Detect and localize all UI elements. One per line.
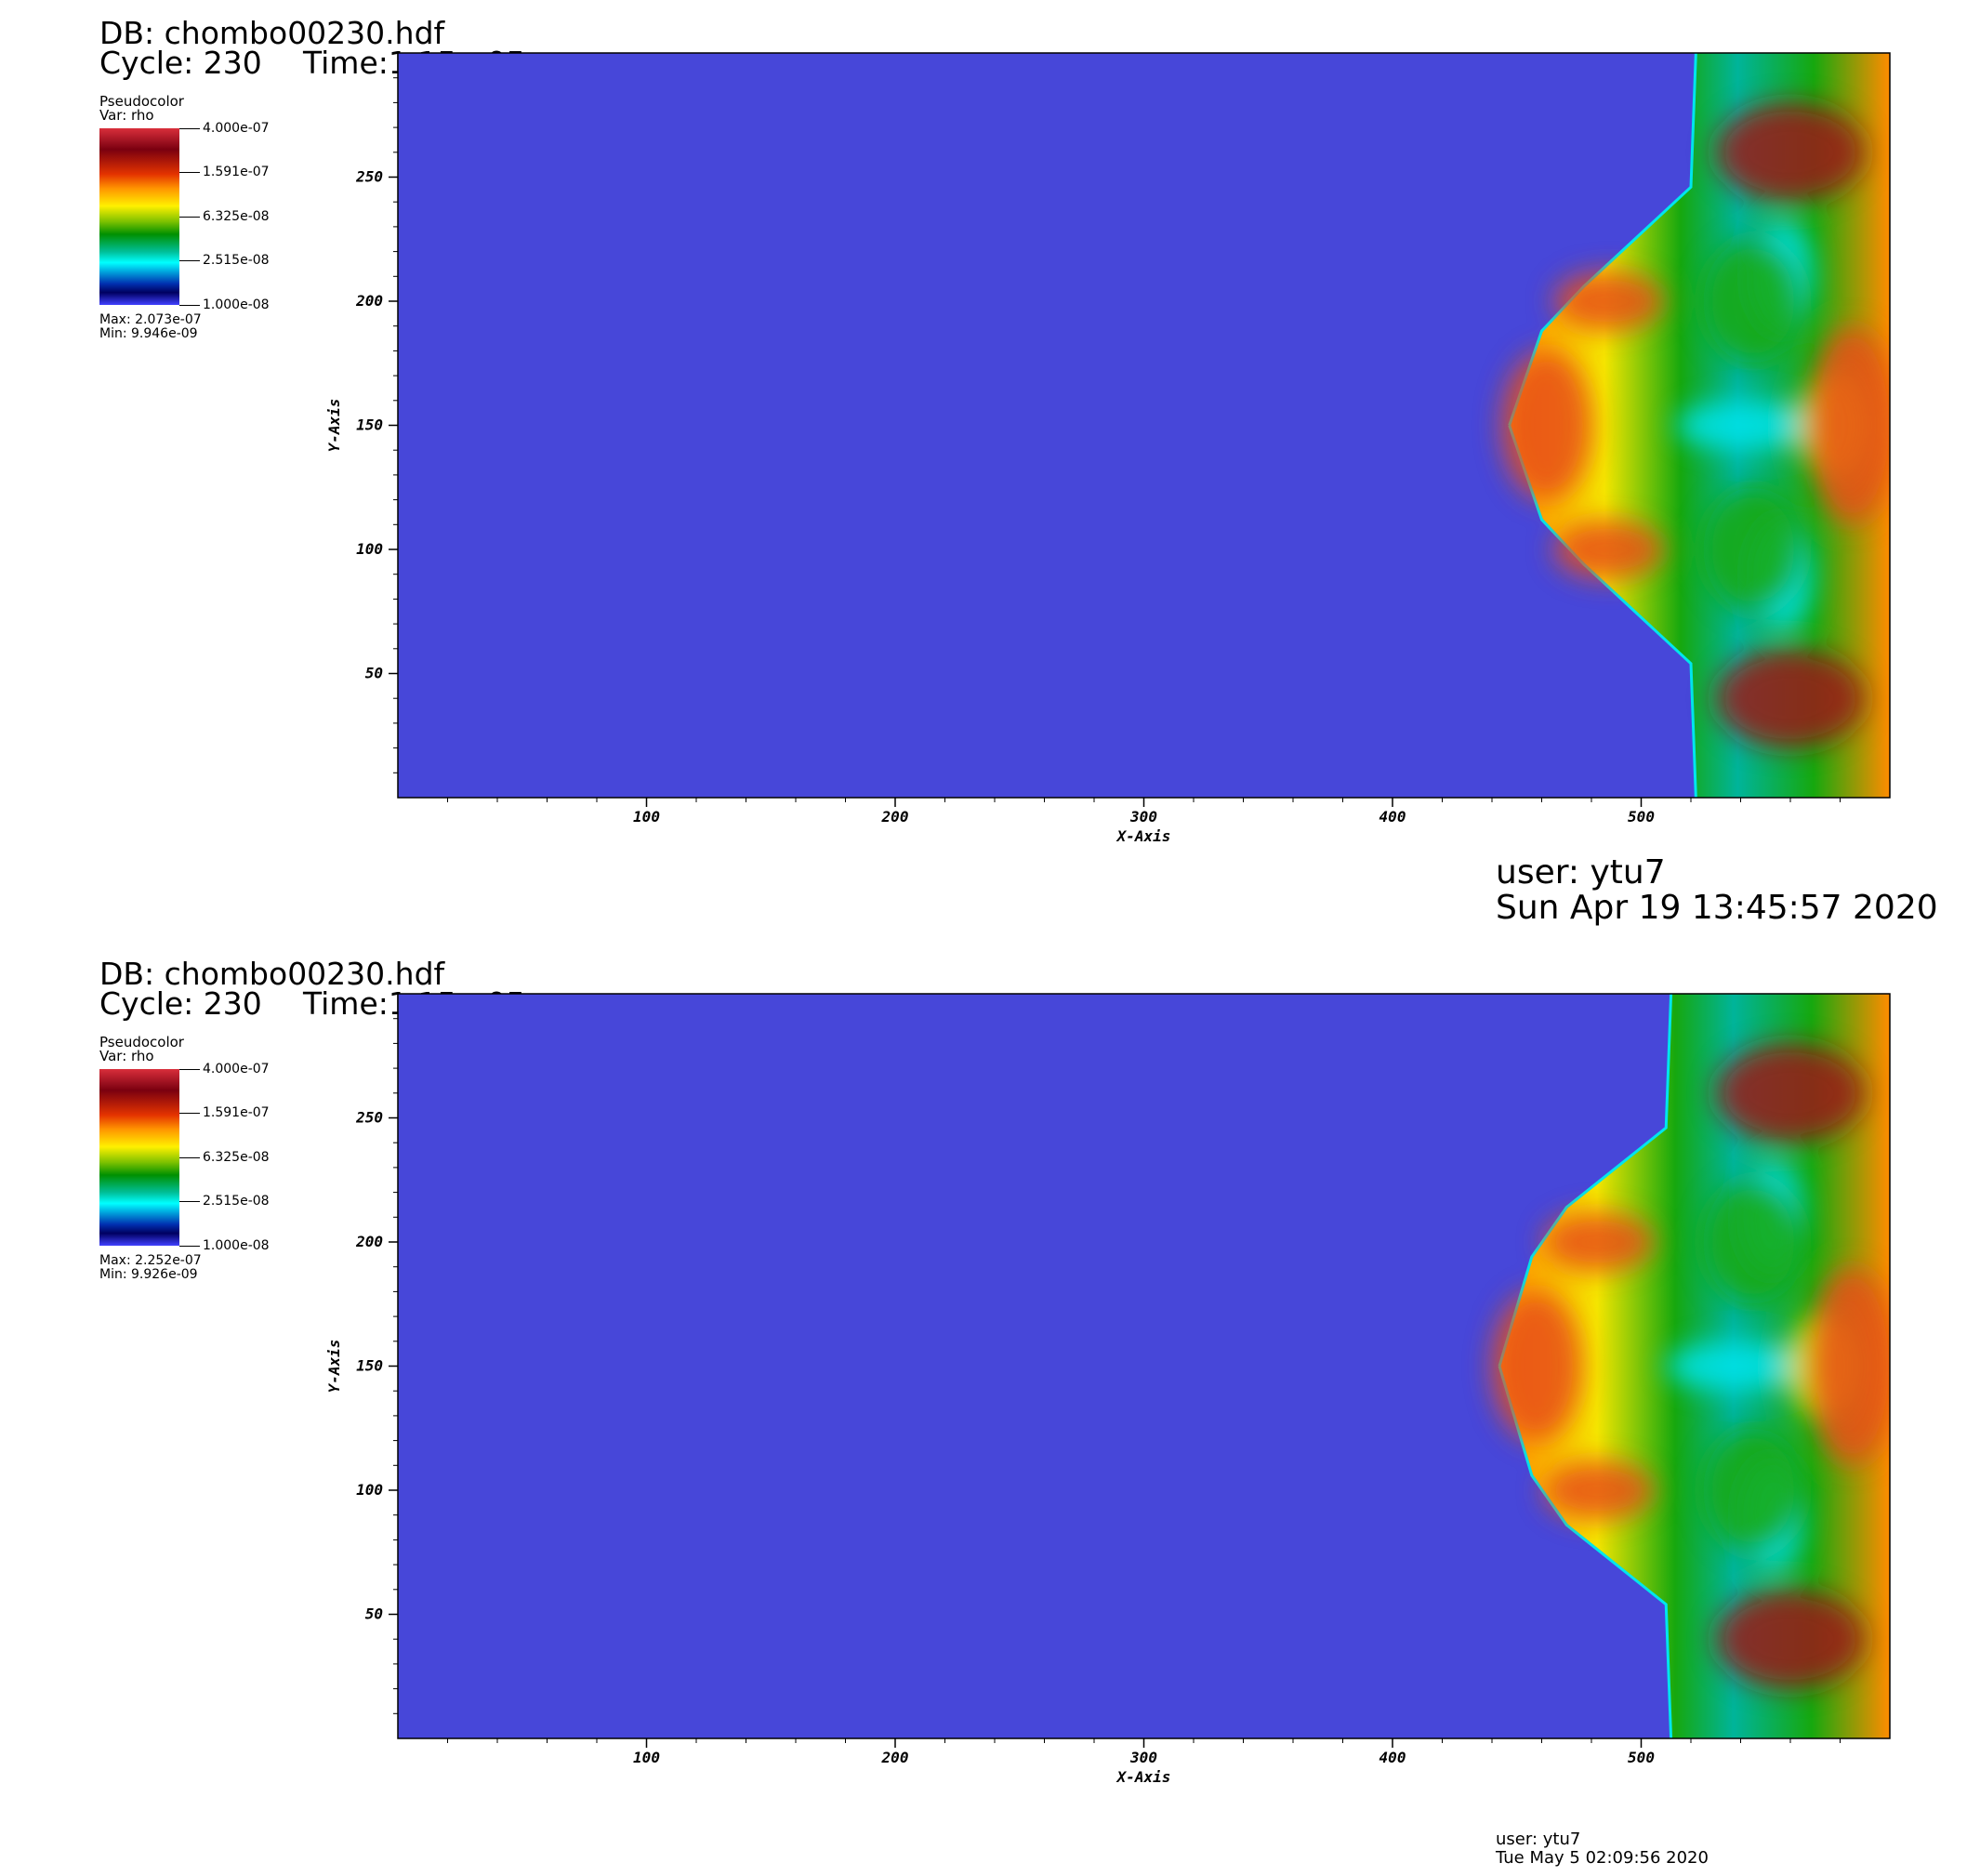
x-tick-label: 100 (633, 1749, 660, 1766)
colorbar-tick (179, 172, 200, 173)
x-axis-title: X-Axis (1115, 827, 1171, 845)
y-axis-title: Y-Axis (325, 1340, 343, 1394)
density-field (1492, 994, 1890, 1738)
y-tick-label: 50 (365, 665, 383, 682)
colorbar-tick (179, 1157, 200, 1158)
colorbar-tick-label: 1.000e-08 (203, 1238, 270, 1253)
legend-max: Max: 2.073e-07 (99, 312, 202, 327)
density-features (1492, 1043, 1890, 1689)
x-tick-label: 200 (881, 808, 909, 826)
y-axis-title: Y-Axis (325, 399, 343, 453)
density-blob (1544, 1211, 1654, 1273)
legend-plot-type: Pseudocolor (99, 1034, 184, 1050)
y-tick-label: 250 (355, 168, 383, 186)
colorbar (99, 1069, 179, 1246)
y-tick-label: 200 (355, 292, 383, 310)
colorbar (99, 128, 179, 305)
colorbar-tick-label: 1.591e-07 (203, 1105, 270, 1120)
x-tick-label: 500 (1628, 1749, 1655, 1766)
x-tick-label: 300 (1129, 1749, 1157, 1766)
density-blob (1703, 1428, 1803, 1552)
density-blob (1675, 400, 1815, 451)
colorbar-tick (179, 1069, 200, 1070)
colorbar-tick-label: 1.000e-08 (203, 297, 270, 312)
colorbar-tick-label: 2.515e-08 (203, 1194, 270, 1209)
colorbar-tick-label: 6.325e-08 (203, 1150, 270, 1165)
density-blob (1703, 1180, 1803, 1304)
legend-plot-type: Pseudocolor (99, 93, 184, 110)
legend-var: Var: rho (99, 1048, 154, 1064)
density-blob (1703, 239, 1803, 363)
density-blob (1703, 487, 1803, 612)
density-blob (1715, 648, 1866, 748)
x-tick-label: 400 (1379, 808, 1406, 826)
db-label: DB: chombo00230.hdf (99, 15, 445, 51)
colorbar-tick-label: 4.000e-07 (203, 1062, 270, 1077)
legend-min: Min: 9.946e-09 (99, 326, 198, 341)
date-label: Tue May 5 02:09:56 2020 (1496, 1848, 1709, 1868)
density-blob (1807, 325, 1890, 525)
density-blob (1553, 519, 1664, 580)
colorbar-tick-label: 1.591e-07 (203, 165, 270, 179)
y-tick-label: 150 (356, 416, 383, 434)
x-tick-label: 500 (1628, 808, 1655, 826)
db-label: DB: chombo00230.hdf (99, 956, 445, 992)
cycle-label: Cycle: 230 (99, 45, 262, 81)
user-label: user: ytu7 (1496, 853, 1666, 892)
density-blob (1544, 1460, 1654, 1521)
density-blob (1715, 1043, 1866, 1143)
legend-var: Var: rho (99, 107, 154, 124)
y-tick-label: 100 (356, 1481, 383, 1499)
density-blob (1666, 1341, 1806, 1392)
y-tick-label: 250 (355, 1109, 383, 1127)
y-tick-label: 200 (355, 1233, 383, 1250)
density-field (1501, 53, 1890, 798)
shock-front-upper (1498, 994, 1673, 1367)
pseudocolor-plot: 100 200 300 400 500 50 100 150 200 250 X-Axis Y-Axi… (325, 993, 1891, 1786)
colorbar-tick (179, 1246, 200, 1247)
user-label: user: ytu7 (1496, 1830, 1581, 1849)
colorbar-tick (179, 128, 200, 129)
colorbar-tick (179, 260, 200, 261)
legend-max: Max: 2.252e-07 (99, 1253, 202, 1268)
colorbar-tick (179, 1113, 200, 1114)
colorbar-tick (179, 1201, 200, 1202)
y-tick-label: 100 (356, 540, 383, 558)
colorbar-tick-label: 2.515e-08 (203, 253, 270, 268)
x-tick-label: 400 (1379, 1749, 1406, 1766)
x-tick-label: 300 (1129, 808, 1157, 826)
y-tick-label: 150 (356, 1357, 383, 1375)
legend-min: Min: 9.926e-09 (99, 1267, 198, 1282)
density-blob (1715, 1589, 1866, 1689)
density-blob (1492, 1291, 1582, 1441)
plot-panel-2: DB: chombo00230.hdf Cycle: 230 Time:1.15… (0, 941, 1980, 1876)
x-tick-label: 100 (633, 808, 660, 826)
pseudocolor-plot: 100 200 300 400 500 50 100 150 200 250 X-Axis Y-Axi… (325, 52, 1891, 845)
x-tick-label: 200 (881, 1749, 909, 1766)
density-blob (1715, 102, 1866, 203)
shock-front-lower (1498, 1366, 1673, 1738)
date-label: Sun Apr 19 13:45:57 2020 (1496, 889, 1938, 927)
colorbar-tick (179, 305, 200, 306)
density-blob (1807, 1266, 1890, 1466)
cycle-label: Cycle: 230 (99, 985, 262, 1022)
y-tick-label: 50 (365, 1605, 383, 1623)
density-features (1501, 102, 1890, 748)
colorbar-tick-label: 6.325e-08 (203, 209, 270, 224)
density-blob (1553, 271, 1664, 332)
plot-panel-1: DB: chombo00230.hdf Cycle: 230 Time:1.15… (0, 0, 1980, 935)
colorbar-tick (179, 217, 200, 218)
colorbar-tick-label: 4.000e-07 (203, 121, 270, 136)
x-axis-title: X-Axis (1115, 1768, 1171, 1786)
density-blob (1501, 350, 1591, 500)
